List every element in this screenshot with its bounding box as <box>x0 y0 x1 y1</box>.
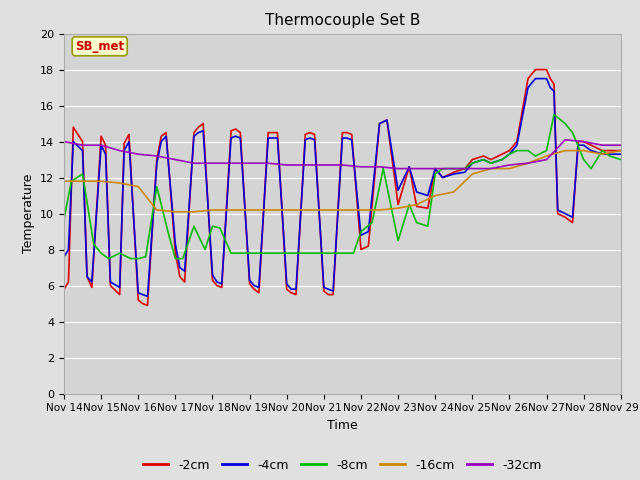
X-axis label: Time: Time <box>327 419 358 432</box>
Text: SB_met: SB_met <box>75 40 124 53</box>
Legend: -2cm, -4cm, -8cm, -16cm, -32cm: -2cm, -4cm, -8cm, -16cm, -32cm <box>138 454 547 477</box>
Title: Thermocouple Set B: Thermocouple Set B <box>265 13 420 28</box>
Y-axis label: Temperature: Temperature <box>22 174 35 253</box>
